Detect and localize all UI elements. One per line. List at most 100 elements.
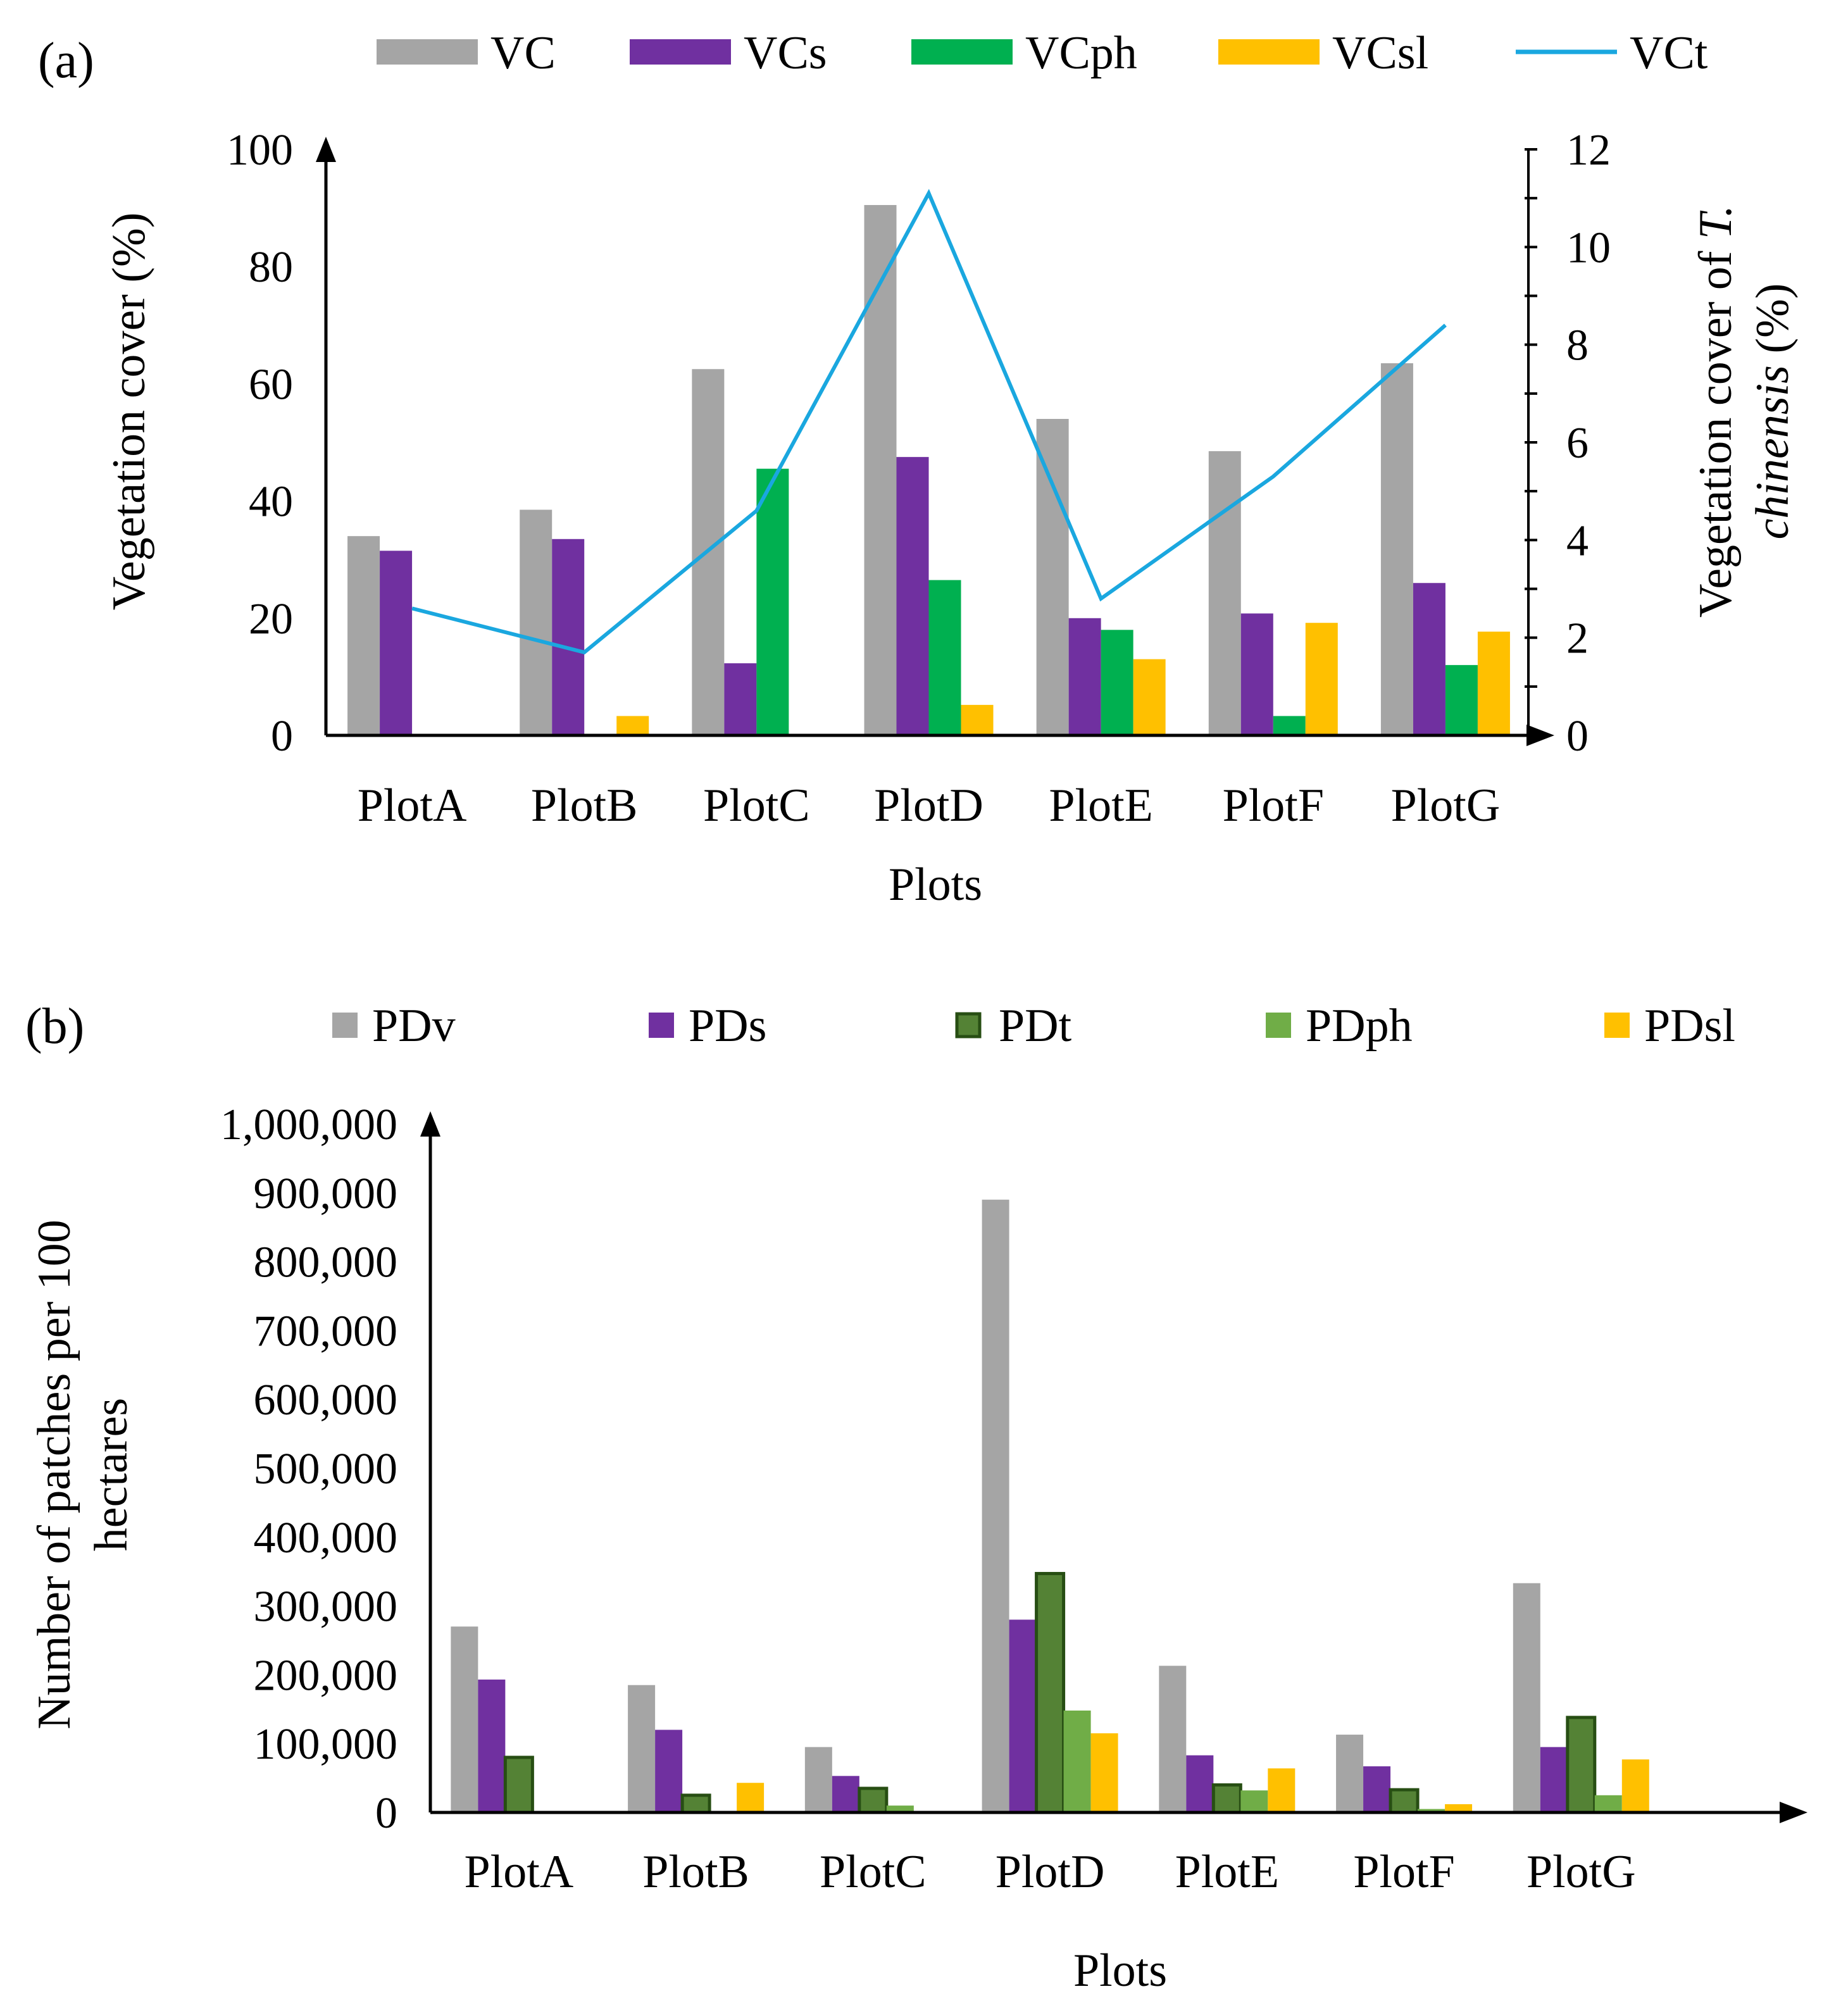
axes-b bbox=[420, 1111, 1807, 1823]
bar-pdt-plote bbox=[1211, 1783, 1242, 1814]
y-axis-arrow bbox=[420, 1111, 440, 1137]
y-tick-600-000: 600,000 bbox=[254, 1376, 398, 1425]
y-tick-0: 0 bbox=[271, 712, 293, 761]
legend-swatch-pdt bbox=[955, 1012, 982, 1038]
y-right-tick-6: 6 bbox=[1566, 419, 1589, 468]
bar-vcph-plote bbox=[1101, 630, 1133, 735]
y-axis-title-b-line1: Number of patches per 100 bbox=[28, 1219, 80, 1730]
panel-b-label: (b) bbox=[25, 999, 84, 1054]
bar-pdv-plotc bbox=[804, 1747, 832, 1812]
bar-vcph-plotc bbox=[756, 468, 789, 735]
bar-pdsl-plote bbox=[1268, 1768, 1295, 1812]
bar-vc-plote bbox=[1036, 418, 1069, 735]
bar-vcs-plote bbox=[1068, 618, 1101, 735]
bar-vcs-plotg bbox=[1413, 583, 1445, 735]
x-tick-plotb: PlotB bbox=[642, 1846, 749, 1898]
x-tick-plote: PlotE bbox=[1049, 780, 1152, 832]
bar-pdt-plotb bbox=[680, 1793, 711, 1814]
legend-label-vc: VC bbox=[490, 27, 556, 79]
x-axis-arrow bbox=[1780, 1802, 1807, 1823]
y-tick-1-000-000: 1,000,000 bbox=[220, 1101, 397, 1149]
y-axis-title-b-line2: hectares bbox=[85, 1398, 137, 1551]
bar-pdt-plotg bbox=[1566, 1716, 1597, 1814]
bar-pds-plote bbox=[1186, 1755, 1214, 1812]
bar-vcsl-plotg bbox=[1477, 632, 1510, 735]
x-axis-title-b: Plots bbox=[1073, 1945, 1167, 1997]
bar-vcs-plotb bbox=[552, 539, 585, 735]
y-tick-200-000: 200,000 bbox=[254, 1651, 398, 1700]
bar-pdt-plota bbox=[503, 1755, 534, 1814]
x-axis-title-a: Plots bbox=[889, 859, 982, 911]
bar-vcsl-plotd bbox=[961, 704, 994, 735]
bar-pds-plotc bbox=[832, 1776, 859, 1812]
bar-pds-plotb bbox=[655, 1730, 683, 1812]
legend-label-vct: VCt bbox=[1630, 27, 1708, 79]
legend-swatch-pdv bbox=[332, 1013, 358, 1038]
ticks-a: PlotA PlotB PlotC PlotD PlotE PlotF PlotG02040… bbox=[227, 126, 1611, 832]
legend-label-pdv: PDv bbox=[372, 1000, 456, 1052]
legend-label-pds: PDs bbox=[689, 1000, 766, 1052]
y-axis-arrow bbox=[316, 137, 336, 162]
bar-pdph-plotg bbox=[1594, 1795, 1622, 1812]
bar-pdv-plotb bbox=[628, 1685, 656, 1812]
legend-swatch-vcph bbox=[911, 39, 1013, 65]
x-tick-plotd: PlotD bbox=[874, 780, 983, 832]
axes-a bbox=[316, 137, 1554, 746]
x-tick-plotc: PlotC bbox=[703, 780, 810, 832]
bar-pdv-plotd bbox=[982, 1199, 1009, 1812]
legend-swatch-vcs bbox=[630, 39, 731, 65]
y-tick-900-000: 900,000 bbox=[254, 1169, 398, 1218]
y-axis-right-title-a-line2: chinensis (%) bbox=[1747, 284, 1799, 540]
legend-label-vcs: VCs bbox=[744, 27, 827, 79]
legend-swatch-vcsl bbox=[1218, 39, 1320, 65]
y-right-tick-12: 12 bbox=[1566, 126, 1611, 175]
legend-swatch-pdph bbox=[1266, 1013, 1291, 1038]
bar-pdt-plotd bbox=[1035, 1571, 1066, 1814]
y-axis-title-a: Vegetation cover (%) bbox=[103, 213, 155, 611]
y-tick-500-000: 500,000 bbox=[254, 1445, 398, 1494]
bar-pds-plota bbox=[478, 1680, 506, 1812]
legend-label-pdsl: PDsl bbox=[1644, 1000, 1735, 1052]
bar-pdsl-plotb bbox=[737, 1783, 765, 1812]
bar-pdsl-plotf bbox=[1445, 1804, 1473, 1812]
y-tick-800-000: 800,000 bbox=[254, 1238, 398, 1287]
bar-vcph-plotd bbox=[928, 580, 961, 735]
bar-pdph-plotd bbox=[1063, 1710, 1091, 1812]
panel-a-vegetation-cover-chart: (a) VC VCs VCph VCsl VCt PlotA PlotB PlotC… bbox=[38, 27, 1799, 911]
x-tick-plotf: PlotF bbox=[1223, 780, 1324, 832]
bar-pdv-plotg bbox=[1513, 1583, 1540, 1812]
bar-vcsl-plotb bbox=[616, 716, 649, 735]
y-tick-60: 60 bbox=[249, 360, 293, 409]
bar-vcs-plotc bbox=[724, 663, 757, 735]
x-tick-plotf: PlotF bbox=[1353, 1846, 1454, 1898]
legend-b: PDv PDs PDt PDph PDsl bbox=[332, 1000, 1735, 1052]
bar-pds-plotf bbox=[1363, 1766, 1391, 1812]
bar-pdsl-plotg bbox=[1621, 1759, 1649, 1812]
y-right-tick-10: 10 bbox=[1566, 223, 1611, 272]
x-tick-plotc: PlotC bbox=[820, 1846, 927, 1898]
y-tick-0: 0 bbox=[375, 1789, 397, 1838]
bar-pdv-plotf bbox=[1336, 1735, 1364, 1812]
y-tick-20: 20 bbox=[249, 595, 293, 644]
bars-a bbox=[347, 204, 1510, 736]
y-right-tick-8: 8 bbox=[1566, 321, 1589, 370]
ticks-b: PlotA PlotB PlotC PlotD PlotE PlotF PlotG 0 100,… bbox=[220, 1101, 1636, 1898]
bar-vcph-plotg bbox=[1445, 664, 1478, 735]
bar-vc-plotf bbox=[1208, 451, 1241, 735]
y-tick-100: 100 bbox=[227, 126, 293, 175]
x-tick-plotb: PlotB bbox=[531, 780, 638, 832]
y-right-tick-2: 2 bbox=[1566, 614, 1589, 663]
legend-swatch-vc bbox=[377, 39, 478, 65]
bar-pdt-plotf bbox=[1389, 1788, 1420, 1814]
bar-pdph-plotc bbox=[886, 1805, 914, 1812]
bar-vcs-plotf bbox=[1240, 613, 1273, 735]
y-right-tick-0: 0 bbox=[1566, 712, 1589, 761]
panel-a-label: (a) bbox=[38, 33, 94, 89]
legend-label-vcsl: VCsl bbox=[1332, 27, 1428, 79]
y-axis-right-title-a-line1: Vegetation cover of T. bbox=[1690, 205, 1742, 618]
panel-b-patch-density-chart: (b) PDv PDs PDt PDph PDsl PlotA PlotB Plot… bbox=[25, 999, 1807, 1997]
bar-pdph-plote bbox=[1240, 1790, 1268, 1812]
bar-vc-plotg bbox=[1380, 363, 1413, 735]
bar-vcs-plota bbox=[380, 551, 413, 735]
